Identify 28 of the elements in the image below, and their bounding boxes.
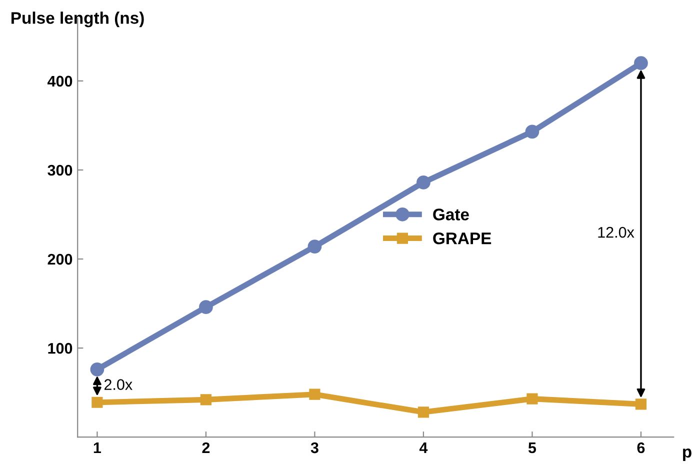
point: [199, 300, 213, 314]
annotation: 12.0x: [598, 226, 634, 238]
x-tick-label: 2: [202, 442, 210, 454]
point: [634, 56, 648, 70]
y-tick-label: 200: [48, 254, 72, 265]
point: [635, 398, 647, 410]
point: [416, 175, 430, 190]
y-tick-label: 100: [48, 342, 72, 354]
x-tick-label: 5: [528, 442, 536, 454]
x-axis-title: p: [683, 448, 692, 461]
point: [526, 393, 538, 404]
point: [90, 362, 104, 376]
y-tick-label: 400: [48, 76, 72, 87]
point: [92, 396, 103, 408]
x-tick-label: 4: [419, 442, 428, 454]
x-tick-label: 6: [637, 442, 645, 454]
annotation: 2.0x: [104, 379, 132, 390]
point: [309, 388, 320, 400]
point: [525, 124, 540, 139]
point: [200, 394, 212, 406]
legend-label: GRAPE: [433, 232, 492, 244]
x-tick-label: 3: [310, 442, 318, 454]
point: [418, 406, 430, 418]
y-tick-label: 300: [48, 164, 72, 176]
legend-label: Gate: [433, 208, 469, 220]
y-axis-title: Pulse length (ns): [12, 12, 144, 28]
point: [308, 240, 322, 254]
x-tick-label: 1: [94, 442, 102, 454]
